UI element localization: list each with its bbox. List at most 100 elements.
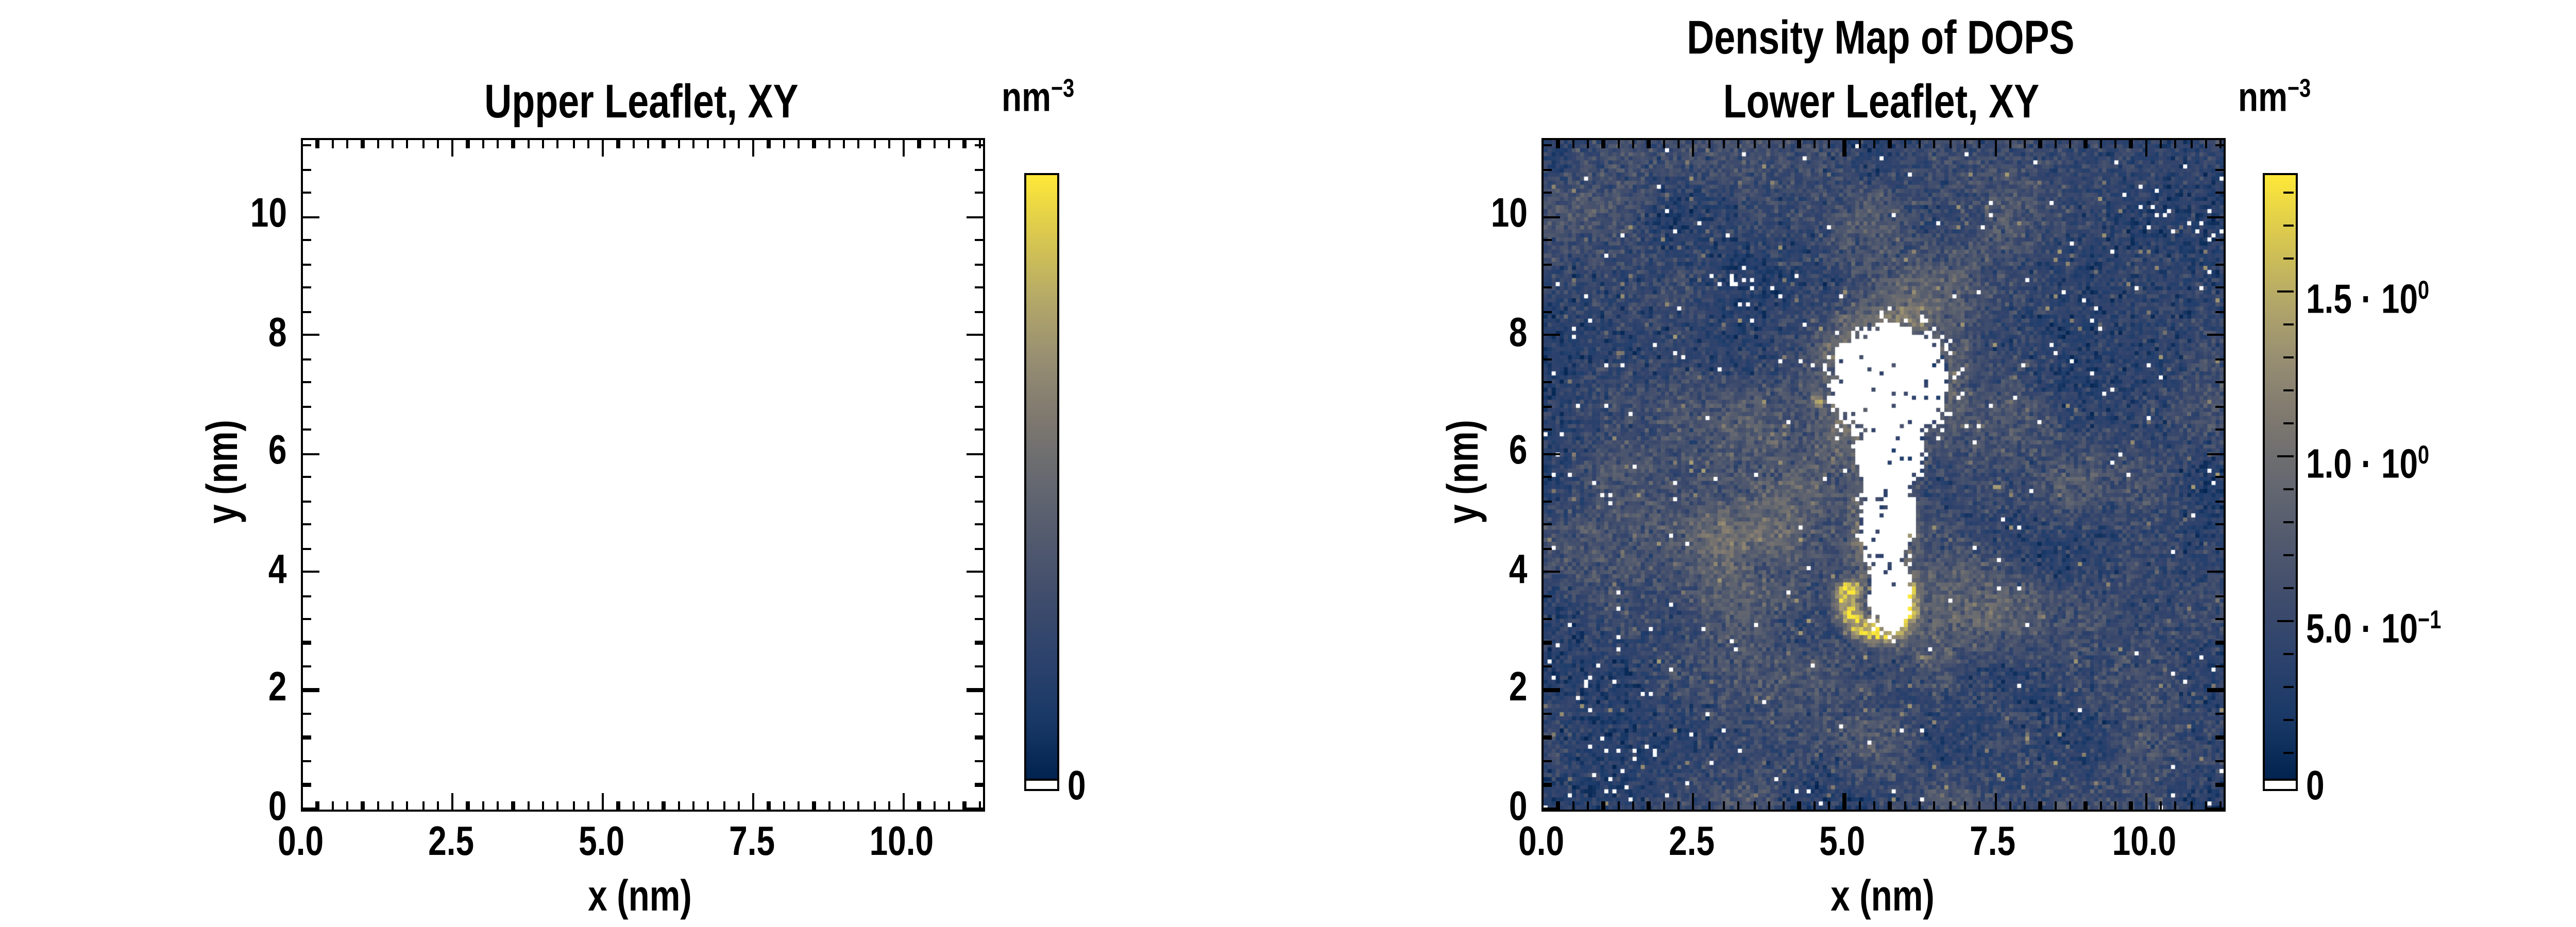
y-tick bbox=[974, 357, 982, 360]
y-tick bbox=[302, 476, 311, 479]
x-tick bbox=[617, 140, 620, 148]
y-tick-label: 8 bbox=[162, 308, 286, 358]
y-tick bbox=[1543, 215, 1560, 218]
heatmap-canvas bbox=[302, 140, 982, 809]
y-tick bbox=[302, 594, 311, 597]
x-tick bbox=[1587, 140, 1590, 148]
x-tick bbox=[421, 800, 424, 809]
y-tick bbox=[302, 452, 319, 455]
x-tick bbox=[978, 140, 981, 148]
y-tick bbox=[2216, 381, 2224, 384]
y-tick bbox=[302, 310, 311, 313]
x-tick bbox=[1707, 140, 1710, 148]
x-tick-label: 7.5 bbox=[1921, 819, 2065, 866]
y-tick bbox=[2216, 523, 2224, 526]
y-tick bbox=[302, 405, 311, 408]
x-tick-label: 2.5 bbox=[1619, 819, 1764, 866]
colorbar-minor-tick bbox=[2277, 620, 2294, 622]
x-tick bbox=[2024, 140, 2027, 148]
colorbar-under-segment bbox=[1026, 778, 1058, 788]
x-tick bbox=[1843, 792, 1846, 809]
y-tick bbox=[302, 641, 311, 644]
x-tick bbox=[1873, 800, 1876, 809]
y-tick bbox=[1543, 594, 1551, 597]
x-tick-label-text: 2.5 bbox=[428, 819, 474, 864]
y-tick bbox=[302, 736, 311, 739]
y-tick-label: 6 bbox=[1403, 427, 1527, 476]
x-tick bbox=[1753, 140, 1755, 148]
x-tick bbox=[1572, 800, 1574, 809]
y-tick bbox=[2216, 145, 2224, 147]
colorbar-tick-exponent: −1 bbox=[2418, 606, 2442, 636]
y-tick bbox=[2208, 807, 2224, 810]
y-tick bbox=[974, 263, 982, 266]
colorbar-minor-tick bbox=[2277, 455, 2294, 457]
y-tick-label-text: 0 bbox=[1508, 784, 1527, 829]
heatmap-canvas bbox=[1543, 140, 2224, 809]
x-tick bbox=[557, 800, 560, 809]
x-tick bbox=[2190, 800, 2192, 809]
colorbar-minor-tick bbox=[2283, 488, 2294, 490]
colorbar-gradient bbox=[1024, 172, 1060, 790]
x-tick bbox=[2114, 800, 2117, 809]
x-tick bbox=[1978, 140, 1981, 148]
x-tick bbox=[978, 800, 981, 809]
y-tick bbox=[1543, 428, 1551, 432]
x-tick-label-text: 5.0 bbox=[578, 819, 624, 864]
y-tick-label-text: 2 bbox=[267, 665, 286, 711]
colorbar-unit-text: nm−3 bbox=[1001, 74, 1074, 122]
y-tick bbox=[2216, 239, 2224, 242]
x-tick-label: 10.0 bbox=[2072, 819, 2216, 866]
x-tick bbox=[722, 140, 725, 148]
x-tick bbox=[1963, 140, 1967, 148]
x-tick-label: 5.0 bbox=[1770, 819, 1914, 866]
y-tick bbox=[2208, 215, 2224, 218]
y-tick bbox=[974, 405, 982, 408]
x-tick bbox=[2069, 140, 2072, 148]
y-tick bbox=[1543, 145, 1551, 147]
colorbar-unit-text: nm−3 bbox=[2239, 74, 2312, 122]
x-tick bbox=[1783, 140, 1786, 148]
x-tick-label: 5.0 bbox=[529, 819, 673, 866]
x-tick bbox=[632, 800, 635, 809]
x-tick bbox=[2114, 140, 2117, 148]
y-tick-label-text: 10 bbox=[1489, 192, 1527, 238]
x-tick bbox=[1934, 800, 1936, 809]
y-tick bbox=[302, 215, 319, 218]
x-tick bbox=[1617, 140, 1620, 148]
x-tick bbox=[2144, 792, 2147, 809]
x-tick bbox=[783, 140, 785, 148]
y-tick bbox=[302, 571, 319, 573]
panel-title: Lower Leaflet, XY bbox=[1723, 74, 2040, 128]
colorbar-minor-tick bbox=[2283, 355, 2294, 358]
y-tick bbox=[2216, 665, 2224, 668]
x-tick bbox=[1632, 140, 1635, 148]
x-tick bbox=[2129, 800, 2132, 809]
y-tick bbox=[1543, 500, 1551, 502]
x-tick-label-text: 0.0 bbox=[1518, 819, 1564, 864]
x-tick bbox=[2009, 800, 2011, 809]
colorbar-tick-label-text: 0 bbox=[1068, 763, 1087, 809]
colorbar-tick-label: 1.5 · 100 bbox=[2306, 266, 2460, 325]
y-tick-label-text: 6 bbox=[267, 428, 286, 474]
x-tick bbox=[2039, 140, 2042, 148]
y-tick bbox=[302, 145, 311, 147]
x-tick bbox=[842, 800, 845, 809]
x-tick bbox=[1722, 800, 1725, 809]
x-tick bbox=[2159, 800, 2162, 809]
x-tick bbox=[2219, 140, 2223, 148]
x-tick bbox=[632, 140, 635, 148]
y-tick bbox=[1543, 618, 1551, 621]
x-tick bbox=[301, 140, 304, 157]
y-tick bbox=[974, 736, 982, 739]
x-tick bbox=[1918, 800, 1921, 809]
x-tick bbox=[662, 140, 665, 148]
x-tick bbox=[2219, 800, 2223, 809]
x-tick bbox=[2009, 140, 2011, 148]
x-tick-label-text: 7.5 bbox=[728, 819, 775, 864]
x-tick bbox=[1768, 140, 1771, 148]
colorbar-minor-tick bbox=[2283, 653, 2294, 655]
colorbar-minor-tick bbox=[2283, 388, 2294, 391]
x-tick bbox=[2039, 800, 2042, 809]
x-tick bbox=[1647, 140, 1650, 148]
